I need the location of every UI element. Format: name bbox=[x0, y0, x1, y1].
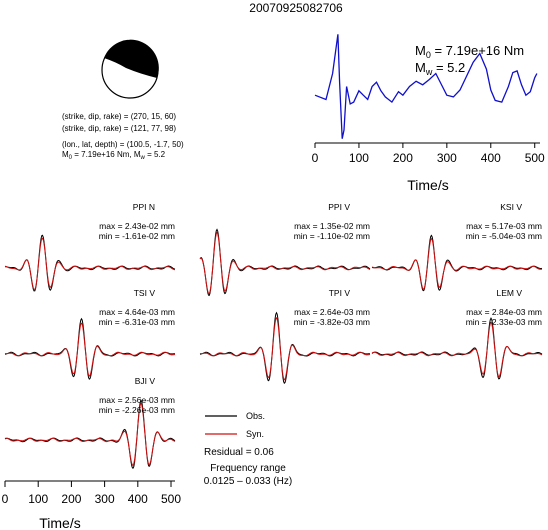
trace-station-label: TPI V bbox=[329, 288, 351, 298]
observed-trace bbox=[371, 317, 543, 380]
observed-trace bbox=[4, 234, 176, 292]
stf-tick-label: 200 bbox=[393, 151, 413, 165]
trace-station-label: BJI V bbox=[135, 376, 156, 386]
trace-max-label: max = 2.56e-03 mm bbox=[99, 395, 175, 405]
synthetic-trace bbox=[4, 237, 176, 291]
observed-trace bbox=[4, 317, 175, 380]
legend-obs-label: Obs. bbox=[246, 411, 265, 421]
trace-min-label: min = -6.31e-03 mm bbox=[99, 317, 175, 327]
trace-max-label: max = 5.17e-03 mm bbox=[466, 221, 542, 231]
trace-max-label: max = 2.84e-03 mm bbox=[466, 307, 542, 317]
beachball bbox=[101, 39, 159, 99]
waveform-tick-label: 500 bbox=[161, 492, 181, 506]
trace-min-label: min = -1.61e-02 mm bbox=[99, 231, 175, 241]
trace-min-label: min = -3.82e-03 mm bbox=[294, 317, 370, 327]
frequency-range: 0.0125 – 0.033 (Hz) bbox=[204, 476, 292, 487]
synthetic-trace bbox=[199, 316, 371, 381]
figure-title: 20070925082706 bbox=[249, 1, 343, 15]
trace-max-label: max = 1.35e-02 mm bbox=[294, 221, 370, 231]
trace-max-label: max = 2.43e-02 mm bbox=[99, 221, 175, 231]
trace-min-label: min = -2.26e-03 mm bbox=[99, 405, 175, 415]
synthetic-trace bbox=[4, 322, 176, 377]
stf-series-line bbox=[314, 34, 538, 139]
trace-min-label: min = -2.33e-03 mm bbox=[466, 317, 542, 327]
synthetic-trace bbox=[371, 321, 543, 378]
trace-station-label: LEM V bbox=[496, 288, 522, 298]
waveform-tick-label: 0 bbox=[2, 492, 9, 506]
observed-trace bbox=[199, 311, 370, 385]
trace-min-label: min = -1.10e-02 mm bbox=[294, 231, 370, 241]
stf-tick-label: 0 bbox=[312, 151, 319, 165]
mechanism-nodal-plane-1: (strike, dip, rake) = (270, 15, 60) bbox=[62, 112, 176, 121]
legend: Obs. Syn. Residual = 0.06 Frequency rang… bbox=[204, 411, 292, 487]
stf-ticks: 0 100 200 300 400 500 bbox=[312, 143, 545, 165]
stf-magnitude: Mw = 5.2 bbox=[415, 60, 465, 77]
synthetic-trace bbox=[371, 237, 543, 290]
trace-station-label: PPI V bbox=[328, 202, 350, 212]
trace-station-label: PPI N bbox=[133, 202, 155, 212]
frequency-title: Frequency range bbox=[210, 463, 286, 474]
observed-trace bbox=[371, 234, 543, 292]
waveform-tick-label: 100 bbox=[28, 492, 48, 506]
trace-station-label: TSI V bbox=[134, 288, 156, 298]
trace-station-label: KSI V bbox=[500, 202, 522, 212]
trace-max-label: max = 4.64e-03 mm bbox=[99, 307, 175, 317]
mechanism-text: (strike, dip, rake) = (270, 15, 60) (str… bbox=[62, 112, 184, 161]
waveform-x-axis: 0 100 200 300 400 500 Time/s bbox=[2, 480, 181, 530]
mechanism-nodal-plane-2: (strike, dip, rake) = (121, 77, 98) bbox=[62, 124, 176, 133]
trace-min-label: min = -5.04e-03 mm bbox=[466, 231, 542, 241]
waveform-tick-label: 300 bbox=[95, 492, 115, 506]
beachball-compressional-quadrant bbox=[104, 39, 159, 78]
synthetic-trace bbox=[199, 231, 371, 295]
legend-syn-label: Syn. bbox=[246, 429, 264, 439]
waveform-tick-label: 400 bbox=[128, 492, 148, 506]
residual-text: Residual = 0.06 bbox=[204, 447, 274, 458]
trace-max-label: max = 2.64e-03 mm bbox=[294, 307, 370, 317]
stf-tick-label: 400 bbox=[481, 151, 501, 165]
waveform-tick-label: 200 bbox=[61, 492, 81, 506]
waveform-ticks: 0 100 200 300 400 500 bbox=[2, 481, 181, 506]
waveform-x-label: Time/s bbox=[39, 515, 80, 530]
stf-tick-label: 500 bbox=[525, 151, 545, 165]
stf-tick-label: 100 bbox=[349, 151, 369, 165]
synthetic-trace bbox=[4, 402, 176, 466]
stf-moment: M0 = 7.19e+16 Nm bbox=[415, 43, 524, 60]
stf-x-label: Time/s bbox=[407, 177, 448, 193]
mechanism-location: (lon., lat, depth) = (100.5, -1.7, 50) bbox=[62, 140, 184, 149]
stf-tick-label: 300 bbox=[437, 151, 457, 165]
mechanism-moment: M0 = 7.19e+16 Nm, Mw = 5.2 bbox=[62, 150, 166, 161]
stf-panel: 0 100 200 300 400 500 M0 = 7.19e+16 Nm Mw = 5… bbox=[312, 34, 545, 193]
